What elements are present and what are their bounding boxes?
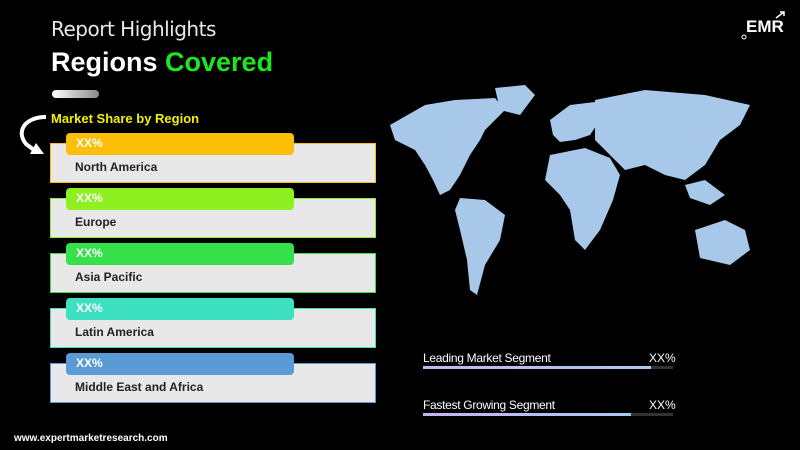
region-name: Asia Pacific — [75, 270, 143, 284]
region-share-badge: XX% — [66, 243, 294, 265]
segment-value: XX% — [649, 351, 676, 365]
segment-progress-fill — [423, 366, 651, 369]
australia — [695, 220, 750, 265]
segment-progress-bar — [423, 413, 673, 416]
segment-value: XX% — [649, 398, 676, 412]
curved-arrow-icon — [19, 115, 47, 154]
title-accent: Covered — [165, 47, 274, 77]
region-share-badge: XX% — [66, 188, 294, 210]
europe — [550, 102, 600, 142]
segment-label: Leading Market Segment — [423, 351, 551, 365]
region-name: North America — [75, 160, 158, 174]
region-share-badge: XX% — [66, 353, 294, 375]
segment-label: Fastest Growing Segment — [423, 398, 555, 412]
africa — [545, 148, 620, 250]
market-share-heading: Market Share by Region — [51, 111, 200, 126]
north-america — [390, 98, 505, 195]
footer-url[interactable]: www.expertmarketresearch.com — [14, 433, 168, 444]
decorative-divider — [52, 90, 99, 98]
svg-text:EMR: EMR — [746, 17, 784, 36]
greenland — [495, 85, 535, 115]
region-name: Europe — [75, 215, 117, 229]
region-name: Latin America — [75, 325, 154, 339]
title-main: Regions — [51, 47, 158, 77]
page-title: Regions Covered — [51, 47, 273, 78]
segment-progress-fill — [423, 413, 631, 416]
south-america — [455, 198, 505, 295]
continents — [390, 85, 750, 295]
segment-progress-bar — [423, 366, 673, 369]
emr-logo: EMR — [741, 11, 785, 40]
asia — [595, 90, 750, 180]
region-name: Middle East and Africa — [75, 380, 204, 394]
report-subtitle: Report Highlights — [51, 17, 216, 41]
world-map — [390, 85, 750, 295]
region-share-badge: XX% — [66, 298, 294, 320]
region-share-badge: XX% — [66, 133, 294, 155]
southeast-asia — [685, 180, 725, 205]
